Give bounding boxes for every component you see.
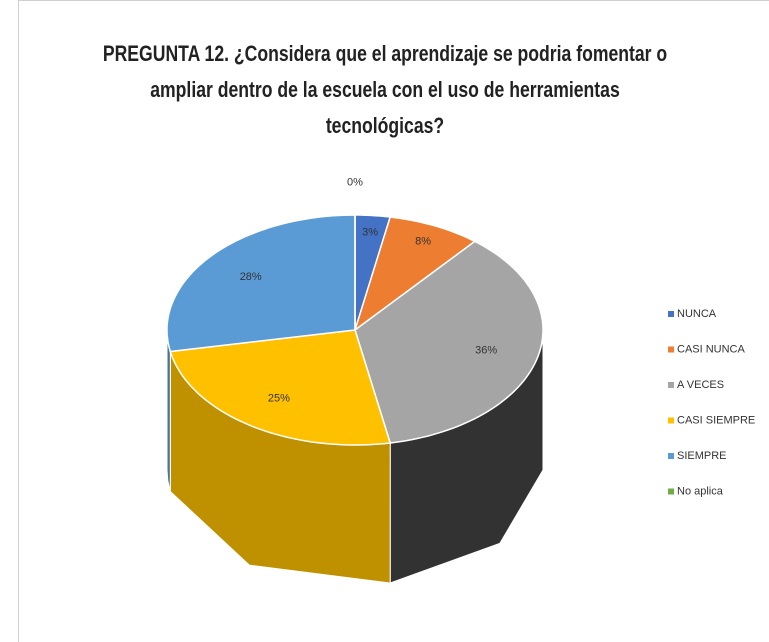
frame bbox=[18, 0, 769, 642]
legend-swatch bbox=[668, 417, 674, 424]
legend-label: No aplica bbox=[677, 485, 724, 497]
legend-swatch bbox=[668, 311, 674, 317]
data-label: 28% bbox=[240, 271, 262, 283]
legend-swatch bbox=[668, 382, 674, 388]
slice bbox=[166, 214, 356, 353]
legend-swatch bbox=[668, 346, 674, 353]
legend-label: A VECES bbox=[677, 379, 724, 391]
slice bbox=[353, 216, 477, 332]
legend-label: SIEMPRE bbox=[677, 450, 727, 462]
legend-label: CASI SIEMPRE bbox=[677, 414, 755, 426]
legend-swatch bbox=[668, 453, 674, 459]
data-label: 36% bbox=[475, 344, 497, 356]
slice-side bbox=[166, 329, 171, 492]
legend-swatch bbox=[668, 488, 674, 495]
data-label: 25% bbox=[268, 392, 290, 404]
legend-label: NUNCA bbox=[677, 308, 717, 320]
legend-label: CASI NUNCA bbox=[677, 343, 746, 355]
data-label: 0% bbox=[347, 177, 363, 189]
slice bbox=[354, 240, 544, 444]
slice bbox=[169, 329, 392, 446]
data-label: 8% bbox=[415, 235, 431, 247]
chart-title: PREGUNTA 12. ¿Considera que el aprendiza… bbox=[102, 41, 668, 138]
data-label: 3% bbox=[362, 227, 378, 239]
